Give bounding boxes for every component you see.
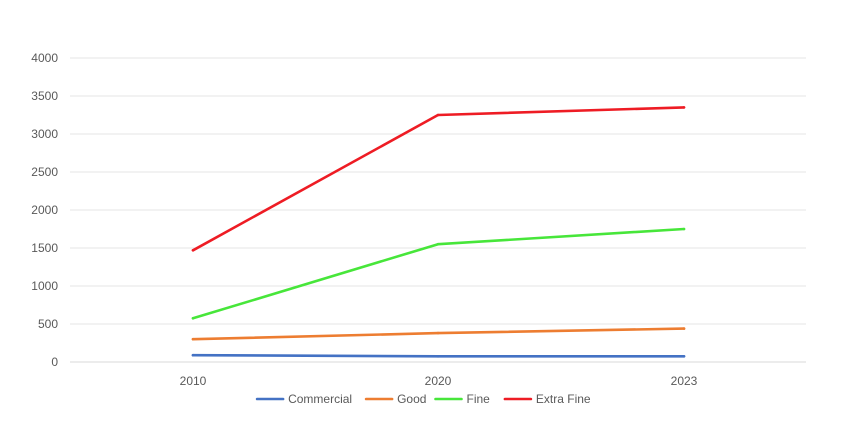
y-tick-label-2500: 2500 xyxy=(31,165,58,179)
legend-label-extra-fine: Extra Fine xyxy=(536,392,591,406)
data-point-commercial-2010 xyxy=(191,353,195,357)
legend-item-extra-fine: Extra Fine xyxy=(503,392,591,406)
gridlines xyxy=(70,57,806,363)
y-tick-label-3000: 3000 xyxy=(31,127,58,141)
data-point-commercial-2023 xyxy=(682,355,686,358)
legend-item-commercial: Commercial xyxy=(255,392,352,406)
y-tick-label-0: 0 xyxy=(51,355,58,369)
y-tick-label-2000: 2000 xyxy=(31,203,58,217)
data-point-fine-2010 xyxy=(191,317,195,320)
legend: Commercial Good Fine Extra Fine xyxy=(255,392,591,406)
x-tick-label-2010: 2010 xyxy=(180,374,207,388)
y-tick-label-1000: 1000 xyxy=(31,279,58,293)
y-tick-label-3500: 3500 xyxy=(31,89,58,103)
y-tick-label-500: 500 xyxy=(38,317,58,331)
data-point-good-2023 xyxy=(682,327,686,330)
y-tick-label-4000: 4000 xyxy=(31,51,58,65)
series-line-extra-fine xyxy=(191,106,686,252)
data-point-commercial-2020 xyxy=(436,355,440,358)
data-point-good-2020 xyxy=(436,331,440,335)
data-point-extra-fine-2023 xyxy=(682,106,686,109)
y-axis-ticks: 0 500 1000 1500 2000 2500 3000 3500 4000 xyxy=(31,51,58,369)
data-point-fine-2023 xyxy=(682,227,686,231)
legend-item-good: Good xyxy=(364,392,426,406)
data-point-good-2010 xyxy=(191,337,195,341)
legend-label-commercial: Commercial xyxy=(288,392,352,406)
series-line-fine xyxy=(191,227,686,320)
x-tick-label-2023: 2023 xyxy=(671,374,698,388)
data-point-extra-fine-2020 xyxy=(436,113,440,117)
x-tick-label-2020: 2020 xyxy=(425,374,452,388)
x-axis-ticks: 2010 2020 2023 xyxy=(180,374,698,388)
y-tick-label-1500: 1500 xyxy=(31,241,58,255)
series-lines xyxy=(191,106,686,358)
legend-label-fine: Fine xyxy=(467,392,491,406)
data-point-fine-2020 xyxy=(436,242,440,246)
legend-label-good: Good xyxy=(397,392,426,406)
legend-item-fine: Fine xyxy=(434,392,491,406)
data-point-extra-fine-2010 xyxy=(191,249,195,252)
